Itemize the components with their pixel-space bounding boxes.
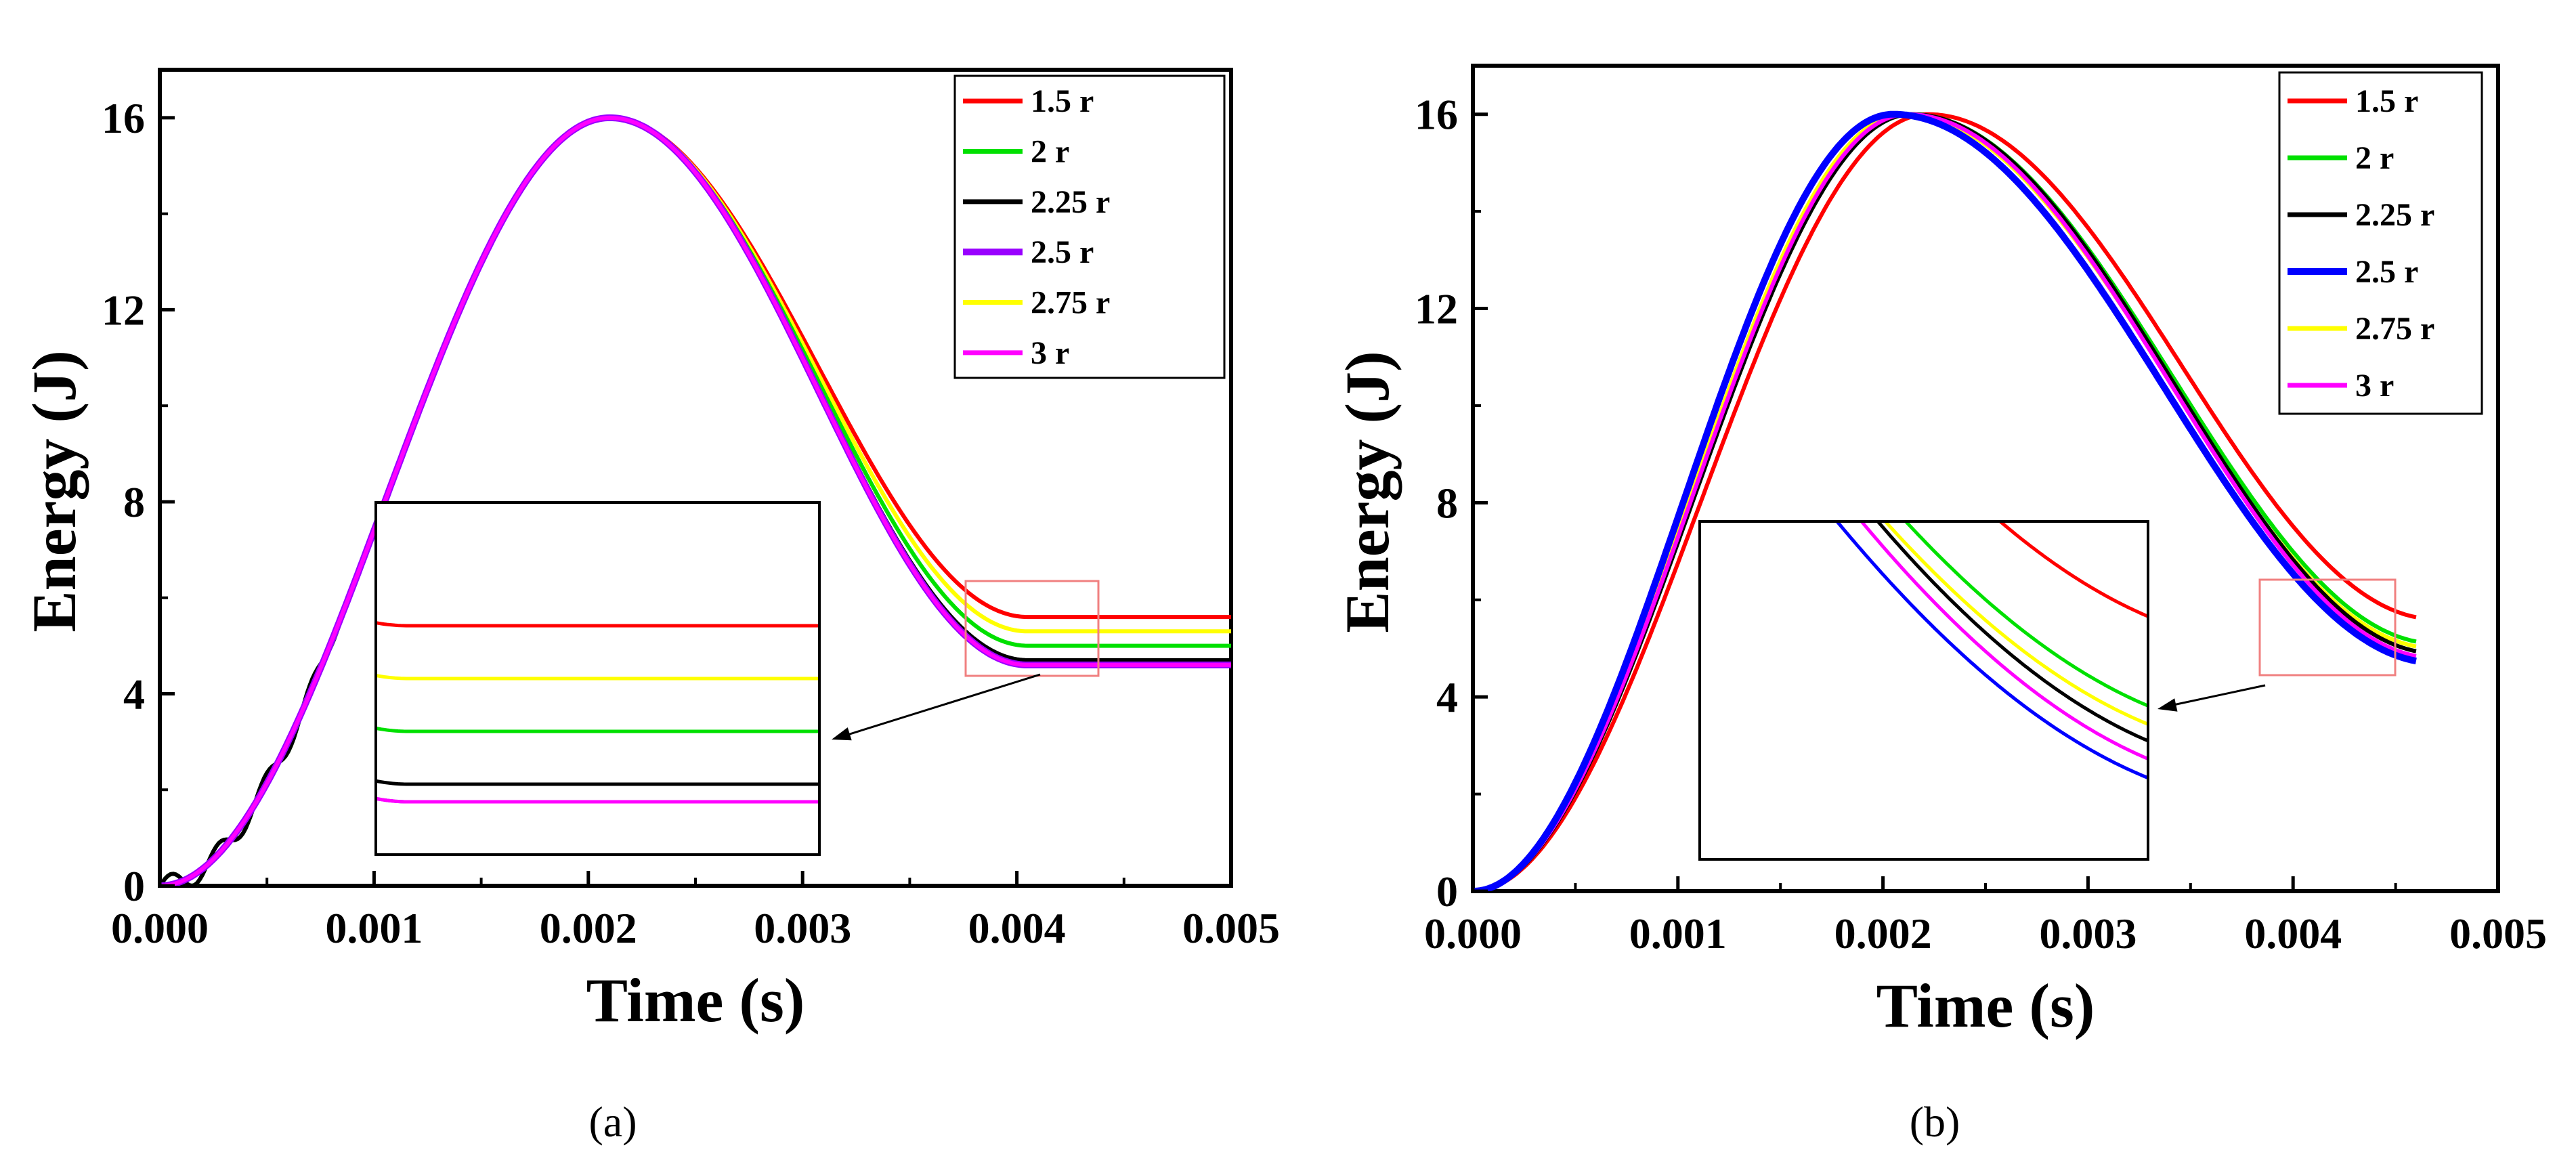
y-tick-label: 12: [102, 286, 145, 334]
y-tick-label: 16: [1415, 91, 1458, 139]
legend-label: 2 r: [1031, 134, 1069, 170]
series-line-3-r: [1473, 112, 2417, 891]
x-tick-label: 0.001: [1629, 909, 1727, 958]
y-tick-label: 12: [1415, 285, 1458, 333]
inset-series-line-3-r: [1859, 521, 2148, 760]
zoom-region-box: [964, 580, 1100, 677]
x-tick-label: 0.005: [1182, 904, 1280, 952]
inset-frame: [374, 501, 821, 856]
legend: 1.5 r 2 r 2.25 r 2.5 r 2.75 r 3 r: [953, 74, 1226, 379]
y-tick-label: 4: [1436, 673, 1458, 721]
chart-panel-a: 0.000 0.001 0.002 0.003 0.004 0.005 0 4 8 12 16 Tim…: [20, 68, 1280, 1146]
x-tick-label: 0.001: [325, 904, 423, 952]
legend: 1.5 r 2 r 2.25 r 2.5 r 2.75 r 3 r: [2278, 71, 2483, 415]
panel-caption: (a): [588, 1098, 637, 1146]
inset-arrow-line: [2166, 684, 2266, 708]
inset-series-line-2-75-r: [376, 674, 819, 681]
inset-series-line-1-5-r: [1997, 521, 2148, 618]
x-tick-label: 0.002: [540, 904, 637, 952]
y-tick-label: 16: [102, 94, 145, 142]
legend-label: 3 r: [1031, 335, 1069, 371]
series-line-3-r: [160, 115, 1231, 886]
inset-arrow-head: [2158, 698, 2178, 712]
x-axis-title: Time (s): [1876, 971, 2095, 1040]
y-tick-label: 0: [1436, 867, 1458, 916]
legend-label: 2.25 r: [2355, 197, 2434, 233]
inset-series-line-2-25-r: [1875, 521, 2148, 743]
inset-arrow-head: [832, 727, 852, 741]
y-axis-title: Energy (J): [20, 350, 89, 632]
inset-series-line-2-25-r: [376, 779, 819, 786]
inset-series-line-2-5-r: [1834, 521, 2148, 780]
legend-label: 2.25 r: [1031, 184, 1110, 220]
y-axis-title: Energy (J): [1333, 351, 1402, 632]
x-tick-label: 0.003: [754, 904, 851, 952]
inset-series-line-3-r: [376, 796, 819, 804]
inset-zoom: [374, 501, 821, 856]
y-tick-label: 8: [123, 478, 145, 526]
inset-arrow-line: [840, 673, 1041, 738]
inset-zoom: [1698, 520, 2149, 861]
y-tick-label: 8: [1436, 479, 1458, 527]
x-axis-title: Time (s): [586, 966, 805, 1035]
legend-label: 2 r: [2355, 140, 2394, 176]
legend-label: 2.5 r: [1031, 234, 1094, 270]
x-tick-label: 0.000: [1424, 909, 1522, 958]
inset-series-line-2-75-r: [1883, 521, 2148, 726]
panel-caption: (b): [1910, 1098, 1960, 1146]
legend-label: 3 r: [2355, 368, 2394, 404]
series-line-1-5-r: [1473, 112, 2417, 891]
x-tick-label: 0.002: [1834, 909, 1932, 958]
x-tick-label: 0.003: [2039, 909, 2137, 958]
legend-label: 1.5 r: [1031, 83, 1094, 119]
y-tick-label: 0: [123, 862, 145, 910]
x-tick-label: 0.005: [2449, 909, 2547, 958]
x-tick-label: 0.000: [111, 904, 209, 952]
y-tick-label: 4: [123, 670, 145, 718]
inset-frame: [1698, 520, 2149, 861]
x-tick-label: 0.004: [2244, 909, 2342, 958]
legend-label: 2.75 r: [2355, 311, 2434, 347]
inset-series-line-2-r: [376, 726, 819, 733]
x-tick-label: 0.004: [968, 904, 1066, 952]
legend-label: 1.5 r: [2355, 83, 2418, 119]
chart-panel-b: 0.000 0.001 0.002 0.003 0.004 0.005 0 4 8 12 16 Tim…: [1333, 64, 2547, 1146]
zoom-region-box: [2258, 578, 2397, 677]
inset-series-line-1-5-r: [376, 621, 819, 628]
series-line-2-5-r: [1473, 110, 2417, 891]
legend-label: 2.5 r: [2355, 254, 2418, 290]
legend-box: [2278, 71, 2483, 415]
legend-box: [953, 74, 1226, 379]
legend-label: 2.75 r: [1031, 285, 1110, 321]
inset-series-line-2-r: [1903, 521, 2148, 708]
